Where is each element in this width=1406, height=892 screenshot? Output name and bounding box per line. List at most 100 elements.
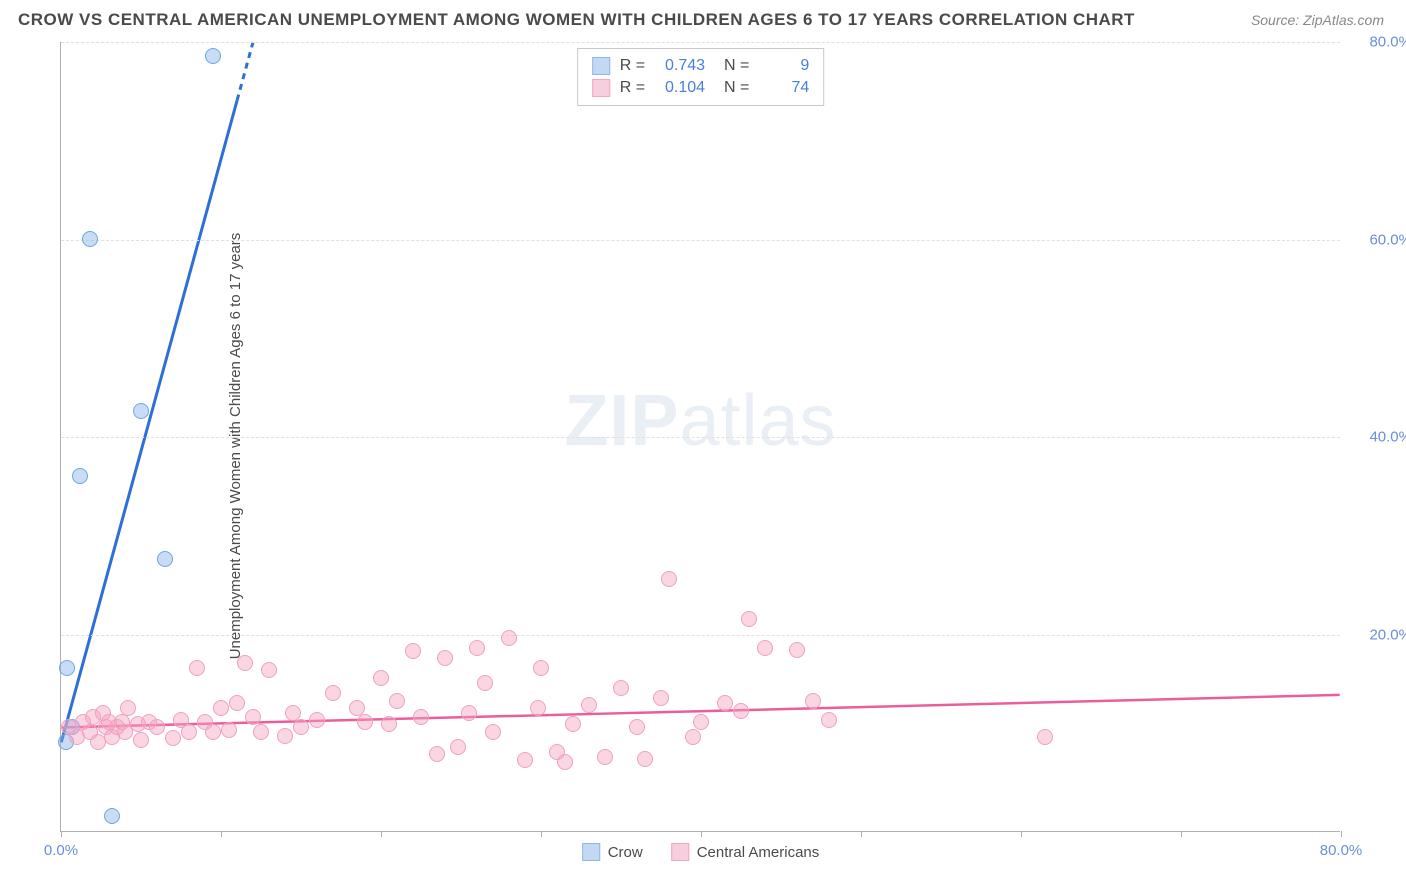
- point-central-american: [517, 752, 533, 768]
- point-central-american: [717, 695, 733, 711]
- point-crow: [59, 660, 75, 676]
- chart-title: CROW VS CENTRAL AMERICAN UNEMPLOYMENT AM…: [18, 10, 1135, 30]
- y-tick-label: 40.0%: [1369, 429, 1406, 446]
- point-central-american: [741, 611, 757, 627]
- legend-item: Crow: [582, 843, 643, 861]
- point-central-american: [637, 751, 653, 767]
- point-crow: [72, 468, 88, 484]
- source-attribution: Source: ZipAtlas.com: [1251, 12, 1384, 28]
- point-central-american: [693, 714, 709, 730]
- point-central-american: [120, 700, 136, 716]
- point-central-american: [1037, 729, 1053, 745]
- point-central-american: [533, 660, 549, 676]
- point-central-american: [581, 697, 597, 713]
- x-tick: [61, 831, 62, 837]
- point-central-american: [429, 746, 445, 762]
- r-label: R =: [620, 79, 645, 97]
- plot-area: ZIPatlas R =0.743 N =9R =0.104 N =74 Cro…: [60, 42, 1340, 832]
- point-central-american: [205, 724, 221, 740]
- point-central-american: [213, 700, 229, 716]
- point-central-american: [821, 712, 837, 728]
- x-tick: [701, 831, 702, 837]
- point-crow: [82, 231, 98, 247]
- point-central-american: [530, 700, 546, 716]
- point-central-american: [389, 693, 405, 709]
- r-label: R =: [620, 57, 645, 75]
- x-tick-label: 0.0%: [44, 842, 78, 859]
- point-central-american: [237, 655, 253, 671]
- x-tick-label: 80.0%: [1320, 842, 1363, 859]
- point-central-american: [221, 722, 237, 738]
- point-central-american: [789, 642, 805, 658]
- x-tick: [1341, 831, 1342, 837]
- legend-swatch: [592, 79, 610, 97]
- r-value: 0.104: [655, 79, 705, 97]
- series-legend: Crow Central Americans: [582, 843, 820, 861]
- point-central-american: [733, 703, 749, 719]
- point-central-american: [629, 719, 645, 735]
- point-central-american: [325, 685, 341, 701]
- point-central-american: [357, 714, 373, 730]
- x-tick: [381, 831, 382, 837]
- point-central-american: [165, 730, 181, 746]
- point-central-american: [229, 695, 245, 711]
- point-central-american: [405, 643, 421, 659]
- legend-label: Crow: [608, 844, 643, 861]
- watermark: ZIPatlas: [564, 380, 836, 462]
- point-central-american: [685, 729, 701, 745]
- correlation-legend: R =0.743 N =9R =0.104 N =74: [577, 48, 825, 106]
- n-label: N =: [715, 57, 749, 75]
- point-central-american: [461, 705, 477, 721]
- point-crow: [104, 808, 120, 824]
- legend-row: R =0.104 N =74: [592, 77, 810, 99]
- x-tick: [861, 831, 862, 837]
- point-crow: [133, 403, 149, 419]
- legend-row: R = 0.743 N = 9: [592, 55, 810, 77]
- point-central-american: [133, 732, 149, 748]
- point-central-american: [309, 712, 325, 728]
- n-value: 9: [759, 57, 809, 75]
- point-central-american: [373, 670, 389, 686]
- point-central-american: [557, 754, 573, 770]
- point-central-american: [501, 630, 517, 646]
- point-central-american: [757, 640, 773, 656]
- x-tick: [1021, 831, 1022, 837]
- y-tick-label: 20.0%: [1369, 626, 1406, 643]
- point-central-american: [261, 662, 277, 678]
- point-central-american: [477, 675, 493, 691]
- point-central-american: [597, 749, 613, 765]
- x-tick: [1181, 831, 1182, 837]
- point-central-american: [413, 709, 429, 725]
- gridline: [61, 240, 1340, 241]
- point-central-american: [181, 724, 197, 740]
- point-central-american: [653, 690, 669, 706]
- point-central-american: [661, 571, 677, 587]
- legend-item: Central Americans: [671, 843, 820, 861]
- point-central-american: [805, 693, 821, 709]
- x-tick: [221, 831, 222, 837]
- point-central-american: [450, 739, 466, 755]
- gridline: [61, 635, 1340, 636]
- point-central-american: [293, 719, 309, 735]
- point-crow: [157, 551, 173, 567]
- gridline: [61, 437, 1340, 438]
- y-tick-label: 80.0%: [1369, 34, 1406, 51]
- point-central-american: [149, 719, 165, 735]
- point-central-american: [349, 700, 365, 716]
- point-central-american: [277, 728, 293, 744]
- point-central-american: [437, 650, 453, 666]
- legend-label: Central Americans: [697, 844, 820, 861]
- legend-swatch: [582, 843, 600, 861]
- n-value: 74: [759, 79, 809, 97]
- point-central-american: [469, 640, 485, 656]
- y-tick-label: 60.0%: [1369, 231, 1406, 248]
- point-central-american: [189, 660, 205, 676]
- point-central-american: [381, 716, 397, 732]
- point-central-american: [485, 724, 501, 740]
- legend-swatch: [671, 843, 689, 861]
- r-value: 0.743: [655, 57, 705, 75]
- gridline: [61, 42, 1340, 43]
- legend-swatch: [592, 57, 610, 75]
- x-tick: [541, 831, 542, 837]
- point-central-american: [245, 709, 261, 725]
